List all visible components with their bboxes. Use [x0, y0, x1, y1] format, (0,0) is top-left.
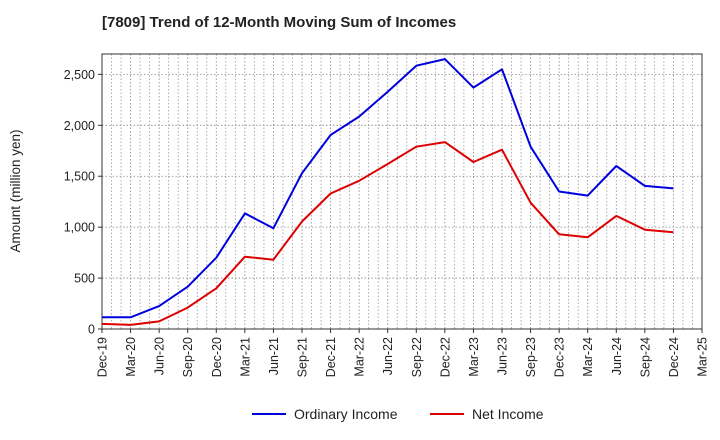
grid-lines	[102, 54, 702, 329]
x-tick-label: Dec-22	[438, 337, 452, 377]
x-tick-label: Mar-21	[238, 337, 252, 377]
x-tick-label: Dec-19	[96, 337, 110, 377]
x-tick-label: Sep-24	[638, 337, 652, 377]
x-tick-label: Mar-25	[696, 337, 710, 377]
plot-frame	[101, 53, 703, 330]
legend-label: Net Income	[472, 406, 544, 422]
y-tick-label: 1,000	[64, 221, 95, 235]
plot-area	[102, 54, 702, 329]
x-tick-label: Jun-22	[381, 337, 395, 375]
y-tick-label: 2,000	[64, 119, 95, 133]
y-tick-label: 2,500	[64, 68, 95, 82]
x-tick-label: Mar-22	[353, 337, 367, 377]
x-tick-label: Dec-20	[210, 337, 224, 377]
x-tick-label: Jun-23	[496, 337, 510, 375]
x-tick-label: Jun-24	[610, 337, 624, 375]
legend: Ordinary Income Net Income	[252, 406, 544, 422]
series-line-1	[101, 141, 674, 326]
x-tick-label: Dec-23	[553, 337, 567, 377]
x-tick-label: Dec-21	[324, 337, 338, 377]
series-lines	[101, 58, 674, 326]
axis-ticks: 0 500 1,000 1,500 2,000 2,500 Dec-19 Mar-20 Jun-…	[64, 68, 710, 377]
legend-label: Ordinary Income	[294, 406, 398, 422]
x-tick-label: Mar-20	[124, 337, 138, 377]
y-tick-label: 0	[88, 323, 95, 337]
x-tick-label: Sep-22	[410, 337, 424, 377]
y-axis-label: Amount (million yen)	[8, 129, 23, 252]
x-tick-label: Mar-24	[581, 337, 595, 377]
y-tick-label: 500	[74, 272, 95, 286]
series-line-0	[102, 58, 674, 319]
x-tick-label: Mar-23	[467, 337, 481, 377]
x-tick-label: Jun-20	[153, 337, 167, 375]
chart-title: [7809] Trend of 12-Month Moving Sum of I…	[102, 14, 457, 31]
x-tick-label: Sep-20	[181, 337, 195, 377]
x-tick-label: Sep-23	[524, 337, 538, 377]
x-tick-label: Jun-21	[267, 337, 281, 375]
x-tick-label: Dec-24	[667, 337, 681, 377]
x-tick-label: Sep-21	[296, 337, 310, 377]
y-tick-label: 1,500	[64, 170, 95, 184]
